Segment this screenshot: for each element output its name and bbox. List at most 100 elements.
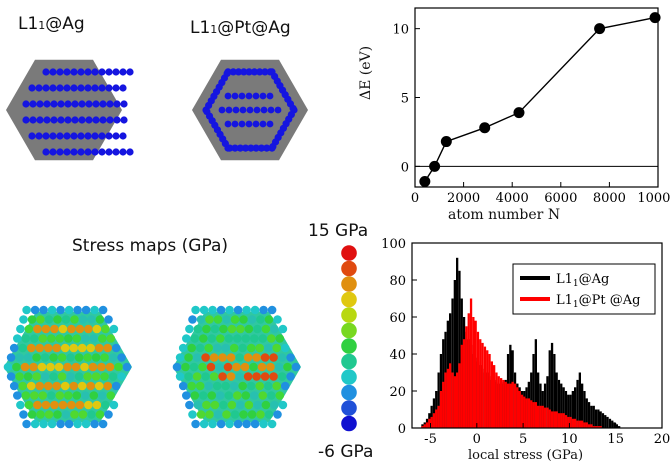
hist-bar-series-1	[430, 416, 433, 428]
cluster-b-ring-atom	[224, 68, 232, 76]
stress-atom	[227, 400, 237, 410]
cluster-a-core-atom	[113, 100, 121, 108]
scale-dot	[341, 384, 357, 401]
stress-atom	[238, 343, 247, 353]
stress-atom	[207, 391, 217, 400]
stress-atom	[222, 410, 231, 419]
scale-dot	[341, 291, 357, 308]
cluster-a-core-atom	[91, 132, 99, 140]
hist-bar-series-1	[474, 320, 477, 428]
stress-atom	[111, 381, 121, 391]
cluster-b-core-atom	[246, 106, 254, 114]
stress-atom	[111, 343, 121, 353]
stress-atom	[6, 353, 16, 362]
cluster-b-core-atom	[231, 120, 239, 128]
hist-bar-series-0	[557, 379, 561, 428]
cluster-a-core-atom	[119, 148, 127, 156]
cluster-a-core-atom	[98, 68, 106, 76]
stress-atom	[267, 334, 276, 343]
cluster-b-core-atom	[252, 120, 260, 128]
stress-atom	[77, 343, 87, 353]
stress-atom	[63, 362, 72, 372]
stress-atom	[30, 334, 39, 343]
chart1-ytick-label: 5	[401, 92, 409, 107]
scale-dot	[341, 400, 357, 416]
stress-atom	[261, 324, 271, 334]
stress-atom	[90, 419, 99, 429]
stress-atom	[210, 400, 220, 410]
cluster-a-core-atom	[99, 100, 107, 108]
stress-atom	[241, 391, 251, 400]
chart2-ytick-label: 40	[389, 348, 406, 363]
hist-bar-series-0	[569, 394, 572, 428]
cluster-b-core-atom	[238, 120, 246, 128]
chart2-xtick-label: 5	[519, 432, 527, 447]
stress-atom	[208, 419, 217, 429]
hist-bar-series-0	[553, 354, 556, 428]
stress-atom	[84, 400, 93, 410]
stress-atom	[233, 305, 243, 315]
stress-atom	[280, 381, 290, 391]
cluster-a-core-atom	[29, 100, 37, 108]
hist-bar-series-1	[599, 426, 602, 428]
cluster-a-core-atom	[119, 84, 127, 92]
stress-maps-title: Stress maps (GPa)	[72, 236, 229, 256]
cluster-a-core-atom	[120, 116, 128, 124]
stress-atom	[98, 419, 108, 429]
cluster-b-ring-atom	[229, 68, 237, 76]
hist-bar-series-1	[449, 363, 452, 429]
stress-atom	[257, 362, 267, 372]
hist-bar-series-1	[550, 411, 554, 428]
hist-bar-series-1	[539, 405, 542, 428]
stress-atom	[187, 343, 196, 353]
chart2-ytick-label: 80	[389, 274, 406, 289]
stress-atom	[35, 381, 44, 391]
stress-atom	[100, 372, 109, 381]
stress-atom	[81, 419, 91, 429]
stress-atom	[92, 324, 102, 334]
cluster-a-core-atom	[77, 132, 85, 140]
hist-bar-series-1	[442, 381, 445, 429]
stress-atom	[216, 305, 226, 315]
stress-atom	[178, 381, 188, 391]
stress-atom	[73, 305, 82, 315]
stress-atom	[181, 362, 190, 372]
stress-atom	[291, 362, 301, 372]
stress-atom	[216, 334, 225, 343]
cluster-a-core-atom	[85, 116, 93, 124]
stress-atom	[218, 353, 227, 362]
chart1-point	[429, 160, 441, 172]
stress-atom	[72, 391, 82, 400]
hist-bar-series-0	[532, 354, 535, 428]
cluster-b-ring-atom	[263, 144, 271, 152]
stress-atom	[26, 343, 36, 353]
stress-atom	[193, 324, 203, 334]
chart1-xtick-label: 6000	[544, 191, 577, 206]
stress-atom	[264, 410, 274, 419]
hist-bar-series-1	[555, 411, 558, 428]
stress-atom	[199, 391, 208, 400]
stress-atom	[208, 305, 217, 315]
stress-atom	[196, 315, 206, 324]
stress-atom	[219, 324, 228, 334]
chart1-xtick-label: 2000	[447, 191, 480, 206]
stress-atom	[69, 381, 78, 391]
stress-atom	[26, 381, 36, 391]
stress-atom	[114, 362, 123, 372]
stress-atom	[74, 353, 84, 362]
chart2-xtick-label: 0	[473, 432, 481, 447]
stress-atom	[91, 353, 101, 362]
stress-atom	[22, 419, 31, 429]
stress-atom	[210, 324, 220, 334]
cluster-a-core-atom	[71, 100, 79, 108]
cluster-b-core-atom	[259, 92, 267, 100]
stress-atom	[286, 353, 295, 362]
cluster-b-core-atom	[252, 92, 260, 100]
cluster-a-core-atom	[112, 68, 120, 76]
cluster-a-title: L11@Ag	[18, 14, 85, 34]
stress-atom	[270, 400, 279, 410]
stress-atom	[89, 391, 99, 400]
stress-atom	[224, 334, 234, 343]
stress-atom	[100, 353, 109, 362]
hist-bar-series-1	[543, 407, 547, 428]
